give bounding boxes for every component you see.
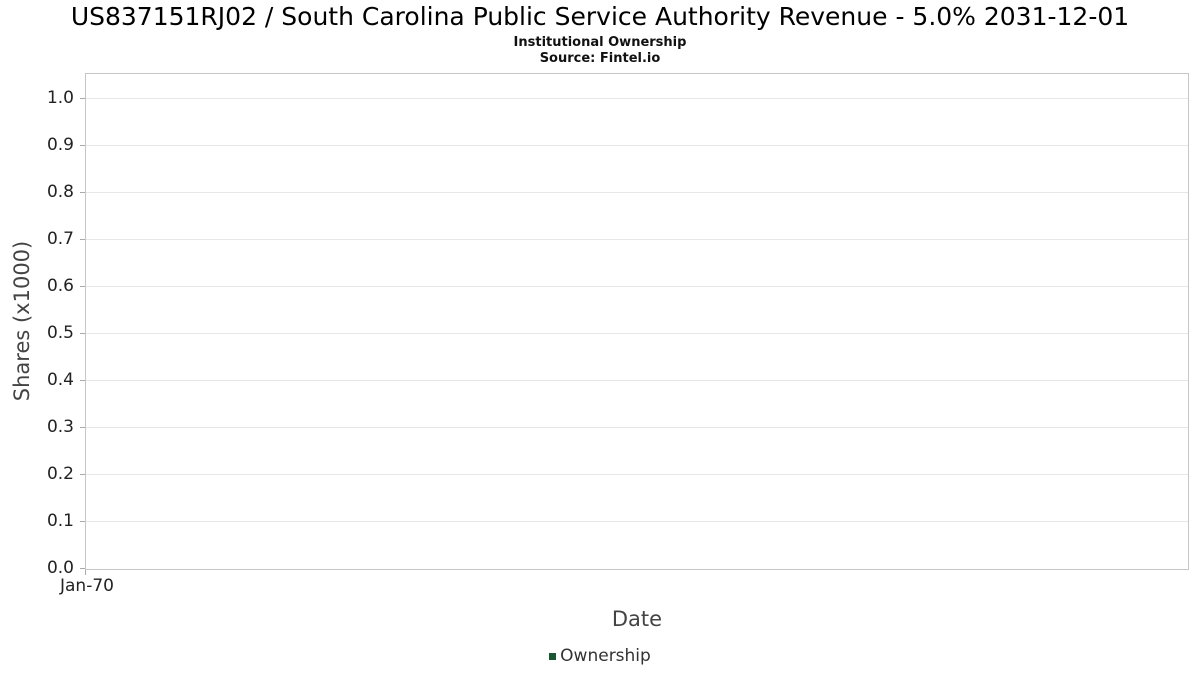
gridline	[86, 379, 1188, 381]
gridline	[86, 191, 1188, 193]
x-tick-label: Jan-70	[60, 576, 114, 596]
gridline	[86, 144, 1188, 146]
gridline	[86, 473, 1188, 475]
legend: Ownership	[0, 646, 1200, 666]
gridline	[86, 520, 1188, 522]
y-tick-mark	[80, 191, 85, 193]
y-tick-mark	[80, 379, 85, 381]
y-tick-mark	[80, 473, 85, 475]
y-tick-label: 0.0	[46, 558, 74, 578]
y-tick-label: 0.7	[46, 228, 74, 249]
y-tick-mark	[80, 568, 85, 569]
y-tick-label: 1.0	[46, 87, 74, 108]
y-tick-mark	[80, 520, 85, 522]
gridline	[86, 97, 1188, 99]
y-tick-mark	[80, 97, 85, 99]
y-tick-mark	[80, 238, 85, 240]
y-tick-mark	[80, 332, 85, 334]
y-tick-label: 0.4	[46, 369, 74, 390]
y-tick-mark	[80, 426, 85, 428]
gridline	[86, 332, 1188, 334]
legend-label: Ownership	[560, 646, 651, 666]
legend-item-ownership[interactable]: Ownership	[549, 646, 651, 666]
chart-subtitle: Institutional Ownership	[513, 35, 687, 50]
y-tick-label: 0.2	[46, 463, 74, 484]
y-tick-label: 0.8	[46, 181, 74, 202]
y-tick-label: 0.5	[46, 322, 74, 343]
x-axis-label: Date	[611, 607, 663, 631]
y-tick-label: 0.1	[46, 510, 74, 531]
gridline	[86, 426, 1188, 428]
chart-title: US837151RJ02 / South Carolina Public Ser…	[70, 2, 1130, 31]
y-tick-label: 0.9	[46, 134, 74, 155]
y-tick-label: 0.3	[46, 416, 74, 437]
chart-source: Source: Fintel.io	[539, 51, 661, 66]
y-tick-mark	[80, 144, 85, 146]
gridline	[86, 238, 1188, 240]
legend-marker-icon	[549, 652, 557, 660]
y-tick-label: 0.6	[46, 275, 74, 296]
chart-plot-area	[85, 73, 1189, 570]
y-tick-mark	[80, 285, 85, 287]
gridline	[86, 285, 1188, 287]
x-tick-mark	[85, 570, 86, 575]
